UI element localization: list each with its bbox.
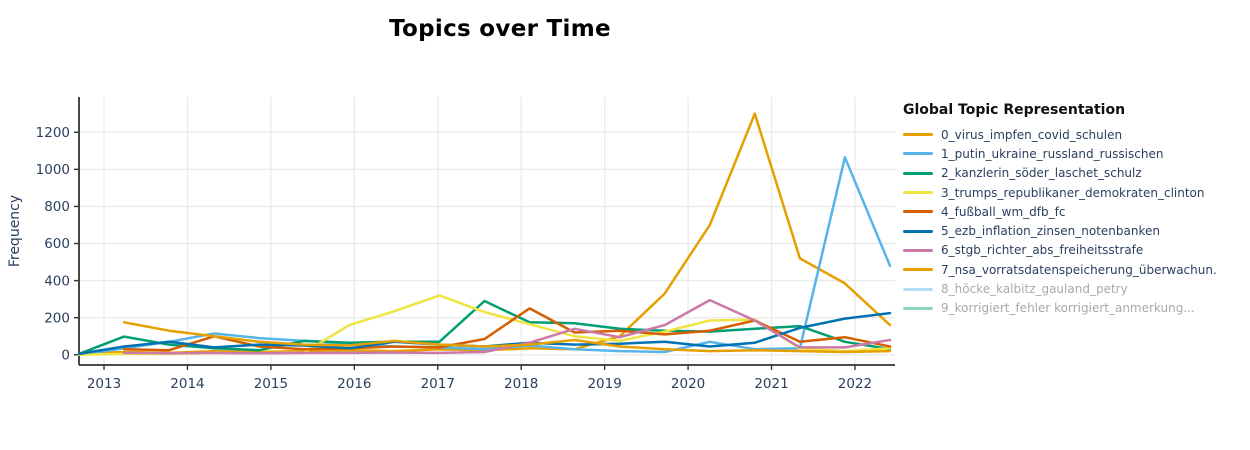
legend-item-label: 6_stgb_richter_abs_freiheitsstrafe (941, 243, 1144, 258)
legend-item-topic-5[interactable]: 5_ezb_inflation_zinsen_notenbanken (903, 221, 1217, 240)
legend-item-label: 3_trumps_republikaner_demokraten_clinton (941, 185, 1205, 200)
series-lines (77, 112, 892, 357)
legend-item-label: 7_nsa_vorratsdatenspeicherung_überwachun… (941, 262, 1217, 277)
legend-item-topic-7[interactable]: 7_nsa_vorratsdatenspeicherung_überwachun… (903, 260, 1217, 279)
x-tick-label: 2021 (754, 376, 788, 392)
legend-line-swatch-icon (903, 210, 933, 214)
chart-title: Topics over Time (389, 16, 611, 42)
legend-item-label: 5_ezb_inflation_zinsen_notenbanken (941, 224, 1160, 239)
legend: Global Topic Representation 0_virus_impf… (903, 102, 1217, 318)
x-tick-label: 2013 (87, 376, 121, 392)
axes (74, 97, 895, 370)
x-tick-label: 2020 (671, 376, 705, 392)
legend-line-swatch-icon (903, 287, 933, 291)
y-tick-label: 1000 (36, 162, 70, 178)
gridlines (79, 97, 895, 365)
legend-item-label: 2_kanzlerin_söder_laschet_schulz (941, 166, 1142, 181)
legend-item-topic-1[interactable]: 1_putin_ukraine_russland_russischen (903, 144, 1217, 163)
series-line-1[interactable] (77, 156, 892, 357)
x-tick-label: 2015 (254, 376, 288, 392)
legend-item-label: 4_fußball_wm_dfb_fc (941, 204, 1066, 219)
legend-line-swatch-icon (903, 152, 933, 156)
legend-item-topic-4[interactable]: 4_fußball_wm_dfb_fc (903, 202, 1217, 221)
x-tick-label: 2018 (504, 376, 538, 392)
y-tick-label: 1200 (36, 125, 70, 141)
legend-item-topic-0[interactable]: 0_virus_impfen_covid_schulen (903, 125, 1217, 144)
legend-item-label: 8_höcke_kalbitz_gauland_petry (941, 282, 1128, 297)
legend-item-topic-6[interactable]: 6_stgb_richter_abs_freiheitsstrafe (903, 241, 1217, 260)
legend-line-swatch-icon (903, 268, 933, 272)
x-tick-label: 2022 (838, 376, 872, 392)
legend-line-swatch-icon (903, 248, 933, 252)
legend-line-swatch-icon (903, 171, 933, 175)
legend-item-label: 0_virus_impfen_covid_schulen (941, 127, 1123, 142)
y-tick-label: 600 (44, 236, 70, 252)
y-tick-label: 800 (44, 199, 70, 215)
series-line-6[interactable] (122, 298, 892, 355)
x-tick-label: 2017 (421, 376, 455, 392)
legend-item-topic-3[interactable]: 3_trumps_republikaner_demokraten_clinton (903, 183, 1217, 202)
legend-line-swatch-icon (903, 306, 933, 310)
legend-item-topic-2[interactable]: 2_kanzlerin_söder_laschet_schulz (903, 164, 1217, 183)
y-tick-label: 200 (44, 310, 70, 326)
legend-item-topic-8[interactable]: 8_höcke_kalbitz_gauland_petry (903, 279, 1217, 298)
series-line-7[interactable] (122, 321, 892, 354)
legend-line-swatch-icon (903, 191, 933, 195)
x-tick-label: 2016 (337, 376, 371, 392)
legend-line-swatch-icon (903, 229, 933, 233)
x-tick-label: 2014 (170, 376, 204, 392)
y-tick-label: 400 (44, 273, 70, 289)
legend-item-topic-9[interactable]: 9_korrigiert_fehler korrigiert_anmerkung… (903, 299, 1217, 318)
y-tick-label: 0 (61, 347, 70, 363)
tick-labels: 2013 2014 2015 2016 2017 2018 2019 2020 2021 2022… (36, 125, 872, 392)
legend-item-label: 9_korrigiert_fehler korrigiert_anmerkung… (941, 301, 1195, 316)
legend-item-label: 1_putin_ukraine_russland_russischen (941, 146, 1164, 161)
legend-title: Global Topic Representation (903, 102, 1126, 118)
legend-line-swatch-icon (903, 133, 933, 137)
x-tick-label: 2019 (587, 376, 621, 392)
